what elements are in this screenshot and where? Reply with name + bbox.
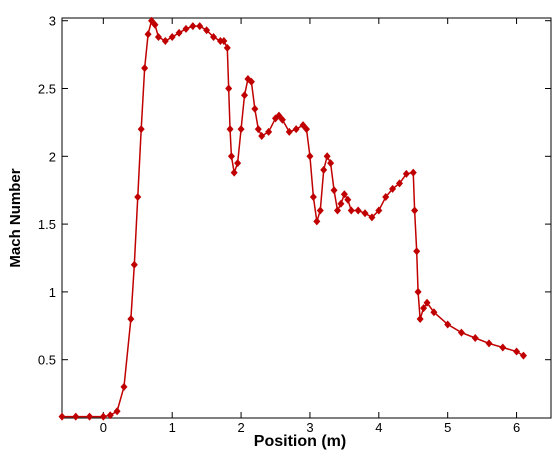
marker bbox=[368, 213, 376, 222]
marker bbox=[337, 199, 345, 208]
marker bbox=[168, 32, 176, 41]
marker bbox=[320, 165, 328, 174]
marker bbox=[395, 179, 403, 188]
marker bbox=[230, 168, 238, 177]
marker bbox=[361, 209, 369, 218]
marker bbox=[278, 115, 286, 124]
marker bbox=[285, 127, 293, 136]
marker bbox=[227, 152, 235, 161]
marker bbox=[134, 192, 142, 201]
marker bbox=[247, 77, 255, 86]
x-tick-label: 3 bbox=[306, 420, 313, 435]
y-tick-label: 3 bbox=[49, 14, 56, 29]
marker bbox=[241, 91, 249, 100]
marker bbox=[161, 37, 169, 46]
marker bbox=[416, 315, 424, 324]
marker bbox=[99, 412, 107, 421]
marker bbox=[409, 168, 417, 177]
marker bbox=[327, 159, 335, 168]
marker bbox=[203, 26, 211, 35]
marker bbox=[414, 287, 422, 296]
marker bbox=[375, 206, 383, 215]
marker bbox=[309, 192, 317, 201]
y-tick-label: 2.5 bbox=[38, 82, 56, 97]
marker bbox=[58, 412, 66, 421]
marker bbox=[423, 298, 431, 307]
marker bbox=[223, 43, 231, 52]
marker bbox=[519, 351, 527, 360]
marker bbox=[226, 125, 234, 134]
marker bbox=[86, 412, 94, 421]
marker bbox=[72, 412, 80, 421]
marker bbox=[148, 16, 156, 25]
marker bbox=[347, 206, 355, 215]
marker bbox=[292, 125, 300, 134]
marker bbox=[196, 22, 204, 31]
marker bbox=[189, 22, 197, 31]
marker bbox=[340, 190, 348, 199]
marker bbox=[354, 206, 362, 215]
marker bbox=[251, 104, 259, 113]
x-tick-label: 2 bbox=[237, 420, 244, 435]
marker bbox=[344, 195, 352, 204]
marker bbox=[299, 121, 307, 130]
marker bbox=[457, 328, 465, 337]
marker bbox=[444, 320, 452, 329]
marker bbox=[471, 334, 479, 342]
marker bbox=[382, 192, 390, 201]
marker bbox=[411, 206, 419, 215]
y-tick-label: 2 bbox=[49, 149, 56, 164]
marker bbox=[430, 308, 438, 317]
marker bbox=[182, 24, 190, 33]
y-tick-label: 1.5 bbox=[38, 217, 56, 232]
marker bbox=[106, 411, 114, 420]
marker bbox=[513, 347, 521, 356]
x-tick-label: 5 bbox=[444, 420, 451, 435]
y-tick-label: 0.5 bbox=[38, 353, 56, 368]
x-tick-label: 4 bbox=[375, 420, 382, 435]
marker bbox=[237, 125, 245, 134]
marker bbox=[141, 64, 149, 73]
marker bbox=[323, 152, 331, 161]
marker bbox=[113, 407, 121, 416]
plot-frame bbox=[61, 17, 552, 419]
marker bbox=[144, 30, 152, 39]
marker bbox=[499, 343, 507, 352]
marker bbox=[275, 111, 283, 120]
marker bbox=[175, 28, 183, 37]
marker bbox=[485, 339, 493, 348]
marker bbox=[151, 20, 159, 29]
line bbox=[62, 19, 524, 418]
marker bbox=[402, 169, 410, 178]
marker bbox=[154, 32, 162, 41]
marker bbox=[306, 152, 314, 161]
x-tick-label: 1 bbox=[169, 420, 176, 435]
marker bbox=[316, 206, 324, 215]
marker bbox=[127, 315, 135, 324]
marker bbox=[210, 32, 218, 41]
marker bbox=[130, 260, 138, 269]
marker bbox=[420, 304, 428, 313]
y-tick-label: 1 bbox=[49, 285, 56, 300]
marker bbox=[389, 184, 397, 193]
marker bbox=[265, 127, 273, 136]
marker bbox=[258, 131, 266, 140]
marker bbox=[333, 206, 341, 215]
x-tick-label: 0 bbox=[100, 420, 107, 435]
x-axis-label: Position (m) bbox=[254, 433, 346, 450]
marker bbox=[254, 125, 262, 134]
marker bbox=[225, 84, 233, 93]
marker bbox=[220, 37, 228, 46]
marker bbox=[313, 217, 321, 226]
marker bbox=[303, 125, 310, 134]
marker bbox=[234, 159, 242, 168]
marker bbox=[137, 125, 145, 134]
marker bbox=[120, 382, 128, 391]
x-tick-label: 6 bbox=[513, 420, 520, 435]
marker bbox=[413, 247, 421, 256]
marker bbox=[330, 186, 338, 195]
y-axis-label: Mach Number bbox=[7, 168, 24, 267]
